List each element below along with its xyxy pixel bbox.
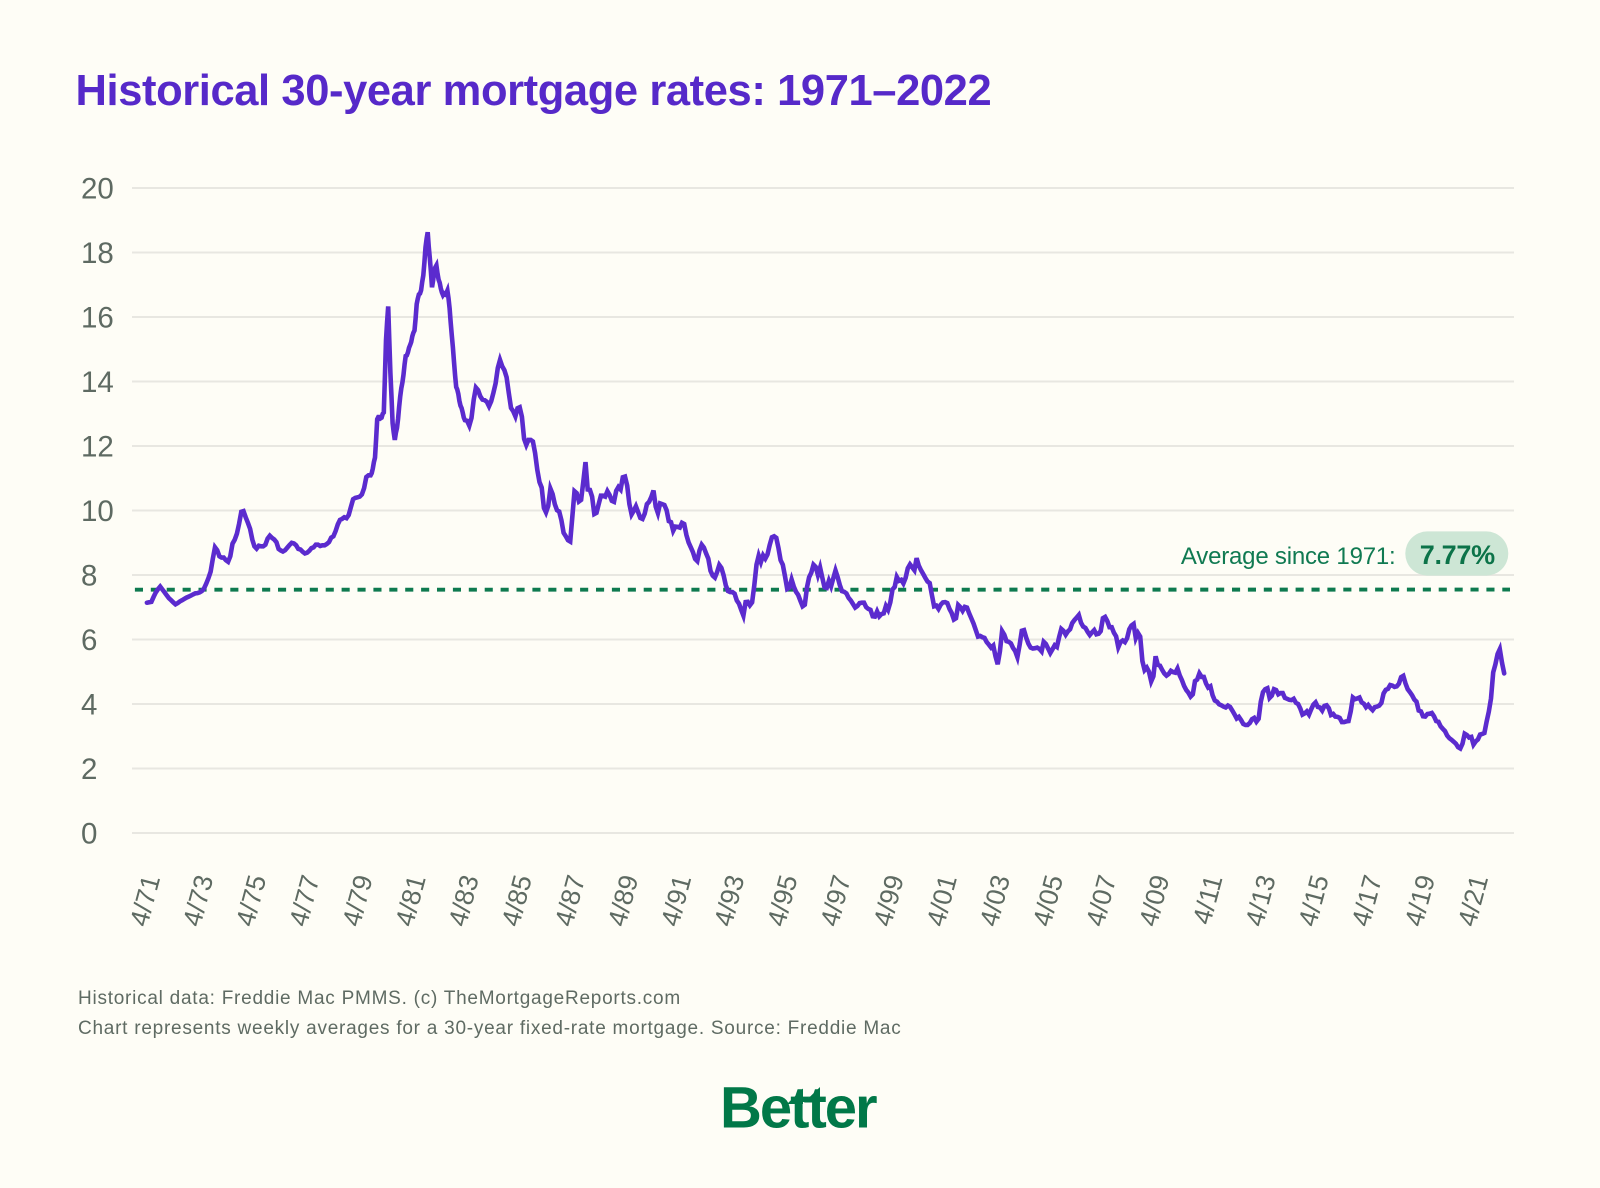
svg-text:4: 4 — [81, 689, 97, 722]
svg-text:2: 2 — [81, 753, 97, 786]
svg-text:4/85: 4/85 — [496, 872, 538, 930]
svg-text:4/95: 4/95 — [761, 872, 803, 930]
svg-text:Better: Better — [720, 1080, 877, 1140]
svg-text:4/91: 4/91 — [655, 872, 697, 930]
svg-text:Average since 1971:: Average since 1971: — [1181, 543, 1396, 570]
svg-text:4/77: 4/77 — [283, 872, 325, 930]
svg-text:4/21: 4/21 — [1452, 872, 1494, 930]
svg-text:4/01: 4/01 — [921, 872, 963, 930]
svg-text:4/75: 4/75 — [230, 872, 272, 930]
svg-text:8: 8 — [81, 560, 97, 593]
svg-text:4/19: 4/19 — [1399, 872, 1441, 930]
svg-text:4/87: 4/87 — [549, 872, 591, 930]
svg-text:4/15: 4/15 — [1292, 872, 1334, 930]
svg-text:4/71: 4/71 — [124, 872, 166, 930]
svg-text:4/79: 4/79 — [336, 872, 378, 930]
svg-text:4/13: 4/13 — [1239, 872, 1281, 930]
svg-text:4/83: 4/83 — [442, 872, 484, 930]
svg-text:4/97: 4/97 — [814, 872, 856, 930]
svg-text:4/99: 4/99 — [867, 872, 909, 930]
svg-text:6: 6 — [81, 624, 97, 657]
svg-text:4/89: 4/89 — [602, 872, 644, 930]
svg-text:4/03: 4/03 — [974, 872, 1016, 930]
svg-text:18: 18 — [81, 237, 114, 270]
svg-text:14: 14 — [81, 366, 114, 399]
svg-text:4/73: 4/73 — [177, 872, 219, 930]
svg-text:4/81: 4/81 — [389, 872, 431, 930]
svg-text:4/17: 4/17 — [1346, 872, 1388, 930]
svg-text:16: 16 — [81, 302, 114, 335]
svg-text:4/05: 4/05 — [1027, 872, 1069, 930]
svg-text:4/11: 4/11 — [1187, 872, 1229, 928]
svg-text:4/93: 4/93 — [708, 872, 750, 930]
svg-text:12: 12 — [81, 431, 114, 464]
svg-text:0: 0 — [81, 818, 97, 851]
svg-text:4/09: 4/09 — [1133, 872, 1175, 930]
svg-text:4/07: 4/07 — [1080, 872, 1122, 930]
svg-text:20: 20 — [81, 173, 114, 206]
svg-text:7.77%: 7.77% — [1420, 540, 1495, 570]
svg-text:10: 10 — [81, 495, 114, 528]
